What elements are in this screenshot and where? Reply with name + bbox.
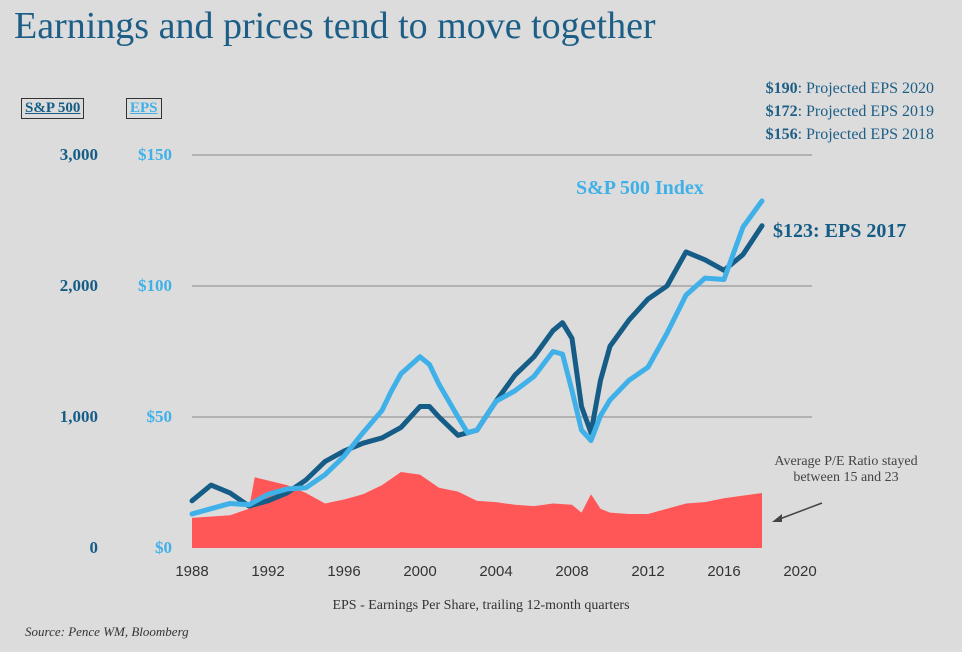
x-tick-label: 2016 (707, 563, 741, 580)
pe-area-layer (192, 472, 762, 548)
right-tick-label: $50 (146, 407, 173, 426)
left-tick-label: 3,000 (59, 145, 98, 164)
left-tick-label: 0 (89, 538, 99, 557)
x-tick-label: 2012 (631, 563, 665, 580)
chart-title: Earnings and prices tend to move togethe… (14, 5, 656, 47)
left-tick-label: 2,000 (59, 276, 98, 295)
right-axis-label: EPS (126, 98, 162, 119)
pe-ratio-area (192, 472, 762, 548)
right-tick-label: $150 (138, 145, 172, 164)
projection-2019-value: $172 (765, 103, 798, 120)
projection-2020-value: $190 (765, 80, 798, 97)
projection-2019-text: : Projected EPS 2019 (797, 103, 934, 120)
sp500-line (189, 198, 765, 517)
x-tick-label: 2020 (783, 563, 817, 580)
pe-ratio-note: Average P/E Ratio stayed between 15 and … (774, 454, 918, 485)
x-tick-label: 1996 (327, 563, 361, 580)
x-axis-label: EPS - Earnings Per Share, trailing 12-mo… (332, 598, 630, 613)
projection-2019: $172: Projected EPS 2019 (766, 103, 934, 121)
projection-2020: $190: Projected EPS 2020 (766, 80, 934, 98)
gridlines (192, 154, 812, 418)
source-note: Source: Pence WM, Bloomberg (25, 624, 189, 639)
projection-2018-text: : Projected EPS 2018 (797, 126, 934, 143)
left-axis-label: S&P 500 (21, 98, 85, 119)
right-tick-label: $100 (138, 276, 172, 295)
eps-2017-label: $123: EPS 2017 (773, 220, 907, 242)
line-layer (189, 198, 765, 517)
x-tick-label: 1992 (251, 563, 285, 580)
x-tick-label: 1988 (175, 563, 209, 580)
projection-2020-text: : Projected EPS 2020 (797, 80, 934, 97)
arrow-head (772, 514, 782, 522)
x-tick-label: 2004 (479, 563, 513, 580)
arrow-shaft (776, 502, 823, 521)
annotation-arrow (772, 502, 823, 522)
eps-line (189, 223, 765, 509)
projection-2018-value: $156 (765, 126, 798, 143)
sp500-series-label: S&P 500 Index (576, 177, 704, 199)
x-tick-label: 2008 (555, 563, 589, 580)
x-tick-label: 2000 (403, 563, 437, 580)
projection-2018: $156: Projected EPS 2018 (766, 126, 934, 144)
left-tick-label: 1,000 (59, 407, 98, 426)
right-tick-label: $0 (155, 538, 172, 557)
